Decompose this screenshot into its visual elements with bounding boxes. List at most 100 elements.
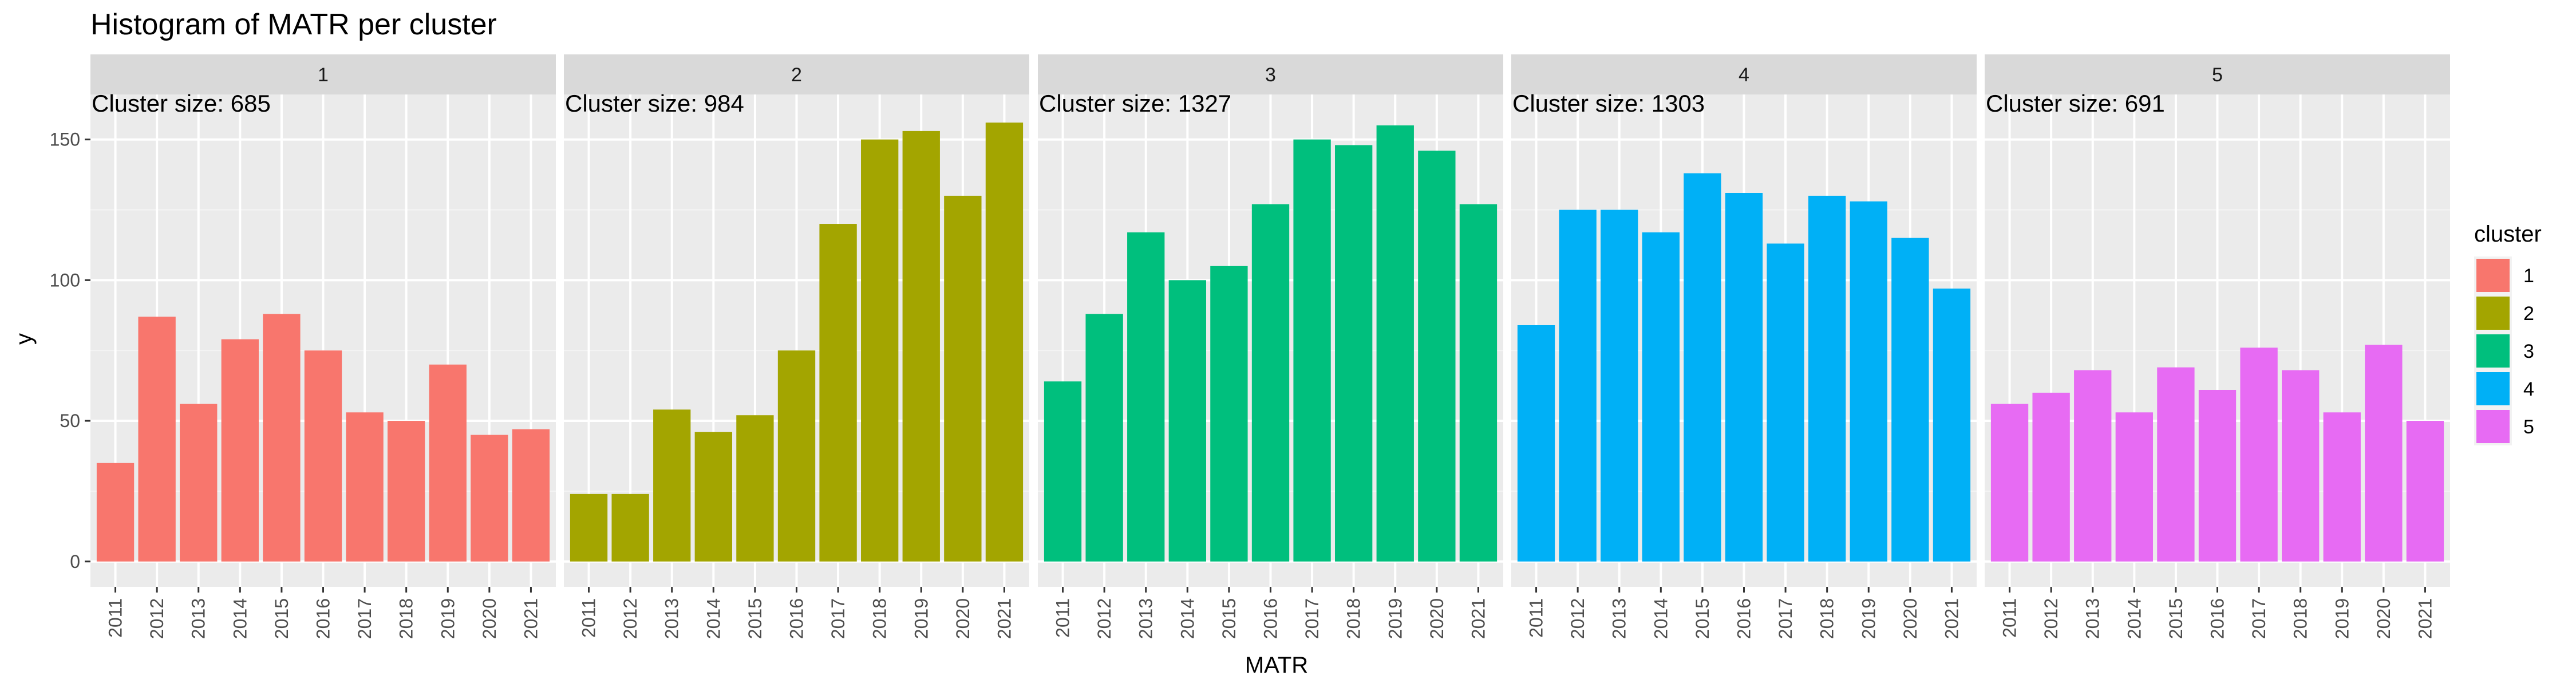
facet-strip: [564, 54, 1029, 94]
x-tick-label: 2011: [2000, 598, 2020, 638]
bar-1-2012: [138, 317, 176, 562]
bar-1-2018: [388, 421, 425, 562]
x-tick-label: 2012: [147, 598, 167, 639]
x-tick-label: 2011: [579, 598, 599, 638]
bar-3-2014: [1168, 280, 1206, 562]
x-tick-label: 2014: [2124, 598, 2144, 639]
bar-5-2018: [2282, 370, 2320, 562]
bar-4-2014: [1642, 232, 1680, 562]
bar-2-2015: [736, 415, 774, 562]
x-tick-label: 2018: [1817, 598, 1838, 639]
bar-1-2013: [180, 404, 218, 562]
legend-label-2: 2: [2523, 303, 2534, 325]
x-tick-label: 2020: [479, 598, 500, 639]
x-tick-label: 2014: [1650, 598, 1671, 639]
facet-strip: [1038, 54, 1503, 94]
x-tick-label: 2017: [2249, 598, 2269, 639]
bar-3-2016: [1251, 204, 1290, 562]
bar-2-2016: [777, 350, 816, 562]
facet-panels: 1 Cluster size: 685 2011 2012 2013 2014 2015 20…: [90, 54, 2450, 639]
bar-4-2012: [1559, 210, 1597, 562]
facet-strip: [90, 54, 556, 94]
facet-panel-5: 5 Cluster size: 691 2011 2012 2013 2014 2015 20…: [1985, 54, 2450, 639]
bar-2-2012: [611, 493, 649, 562]
y-tick-label: 150: [50, 129, 80, 150]
bar-1-2015: [263, 314, 301, 562]
bar-3-2015: [1210, 266, 1248, 562]
legend-title: cluster: [2474, 222, 2542, 247]
x-tick-label: 2011: [1053, 598, 1073, 638]
facet-strip-label: 2: [791, 64, 802, 86]
bar-1-2020: [471, 435, 508, 562]
legend-label-5: 5: [2523, 416, 2534, 438]
x-tick-label: 2015: [2166, 598, 2186, 639]
legend: cluster 1 2 3 4 5: [2474, 222, 2542, 445]
x-tick-label: 2013: [1136, 598, 1156, 639]
bar-4-2018: [1808, 195, 1846, 562]
x-tick-label: 2020: [1427, 598, 1447, 639]
bar-5-2020: [2365, 345, 2403, 562]
x-tick-label: 2021: [1468, 598, 1488, 639]
x-tick-label: 2021: [520, 598, 541, 639]
legend-swatch-3: [2476, 334, 2510, 368]
bar-2-2017: [819, 224, 857, 562]
bar-2-2021: [985, 123, 1024, 562]
bar-1-2014: [221, 339, 259, 562]
x-tick-label: 2014: [703, 598, 724, 639]
x-tick-label: 2016: [787, 598, 807, 639]
x-tick-label: 2012: [1094, 598, 1115, 639]
facet-panel-1: 1 Cluster size: 685 2011 2012 2013 2014 2015 20…: [90, 54, 556, 639]
chart-title: Histogram of MATR per cluster: [90, 8, 497, 41]
bar-4-2016: [1725, 193, 1763, 562]
x-tick-label: 2014: [230, 598, 250, 639]
facet-strip: [1511, 54, 1977, 94]
cluster-size-annotation: Cluster size: 685: [92, 90, 271, 117]
bar-1-2011: [96, 463, 135, 562]
cluster-size-annotation: Cluster size: 691: [1986, 90, 2165, 117]
y-tick-label: 0: [70, 551, 80, 572]
x-tick-label: 2013: [2083, 598, 2103, 639]
x-tick-label: 2016: [1734, 598, 1755, 639]
bar-5-2021: [2406, 421, 2444, 562]
x-tick-label: 2017: [1302, 598, 1322, 639]
cluster-size-annotation: Cluster size: 1303: [1512, 90, 1705, 117]
x-tick-label: 2017: [354, 598, 375, 639]
facet-strip: [1985, 54, 2450, 94]
x-tick-label: 2020: [1900, 598, 1921, 639]
x-tick-label: 2011: [1526, 598, 1547, 638]
x-tick-label: 2020: [953, 598, 973, 639]
x-tick-label: 2012: [2041, 598, 2061, 639]
bar-5-2016: [2198, 390, 2237, 562]
x-tick-label: 2017: [1775, 598, 1796, 639]
x-tick-label: 2021: [1941, 598, 1962, 639]
bar-5-2015: [2157, 367, 2195, 562]
x-tick-label: 2019: [1858, 598, 1879, 639]
x-tick-label: 2018: [1344, 598, 1364, 639]
bar-2-2014: [694, 432, 732, 562]
legend-swatch-1: [2476, 259, 2510, 292]
bar-3-2012: [1085, 314, 1123, 562]
x-tick-label: 2012: [1567, 598, 1588, 639]
bar-4-2011: [1517, 325, 1555, 562]
bar-4-2020: [1891, 238, 1929, 562]
x-tick-label: 2019: [911, 598, 931, 639]
y-tick-label: 100: [50, 270, 80, 290]
x-tick-label: 2012: [620, 598, 641, 639]
bar-3-2013: [1127, 232, 1165, 562]
bar-3-2017: [1293, 139, 1331, 562]
bar-2-2019: [902, 131, 940, 562]
bar-5-2014: [2115, 412, 2153, 562]
x-tick-label: 2019: [1385, 598, 1405, 639]
bar-1-2019: [429, 364, 467, 562]
bar-4-2013: [1601, 210, 1638, 562]
bar-1-2021: [512, 429, 550, 562]
x-tick-label: 2020: [2373, 598, 2394, 639]
bar-2-2011: [570, 493, 608, 562]
y-axis: 0 50 100 150: [50, 129, 90, 572]
bar-4-2021: [1933, 289, 1971, 562]
legend-label-4: 4: [2523, 378, 2534, 400]
y-tick-label: 50: [60, 410, 80, 431]
bar-5-2011: [1990, 404, 2029, 562]
bar-5-2017: [2240, 348, 2278, 562]
